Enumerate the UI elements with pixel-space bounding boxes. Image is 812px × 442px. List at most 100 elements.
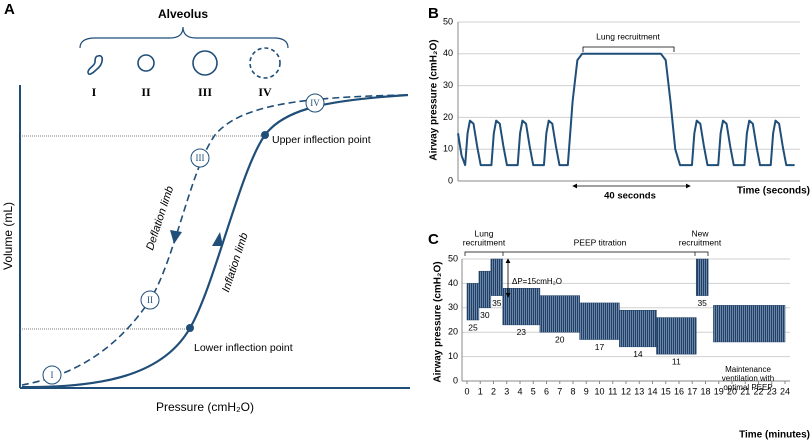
- arrow: [170, 230, 182, 244]
- value-label: 20: [555, 334, 565, 344]
- x-tick-label: 1: [478, 386, 483, 396]
- x-tick-label: 18: [700, 386, 710, 396]
- pressure-block: [478, 270, 492, 309]
- y-tick-label: 10: [448, 351, 458, 361]
- y-tick-label: 0: [448, 175, 453, 185]
- x-tick-label: 12: [621, 386, 631, 396]
- value-label: 11: [672, 356, 681, 366]
- y-axis-label: Airway pressure (cmH₂O): [429, 39, 440, 160]
- stage-marker: [305, 93, 325, 113]
- phase-label: Lung: [475, 228, 494, 238]
- x-tick-label: 4: [517, 386, 522, 396]
- x-tick-label: 24: [780, 386, 790, 396]
- x-tick-label: 16: [674, 386, 684, 396]
- alveolus-shape: [137, 54, 155, 72]
- delta-label: ΔP=15cmH₂O: [512, 277, 562, 286]
- x-axis-label: Time (minutes): [739, 430, 810, 441]
- pressure-line: [457, 52, 795, 167]
- pressure-block: [539, 295, 580, 333]
- alveolus-shape: [192, 50, 218, 76]
- value-label: 35: [697, 298, 707, 308]
- y-tick-label: 0: [453, 375, 458, 385]
- x-tick-label: 13: [634, 386, 644, 396]
- phase-label: PEEP titration: [574, 237, 627, 247]
- stage-marker: [190, 148, 210, 168]
- stage-label: II: [141, 85, 151, 99]
- y-tick-label: 20: [448, 327, 458, 337]
- x-tick-label: 9: [584, 386, 589, 396]
- inflection-dot: [261, 131, 269, 139]
- panel-letter: B: [428, 5, 439, 22]
- stage-label: III: [198, 85, 212, 99]
- annotation: Lung recruitment: [596, 31, 660, 41]
- x-axis-label: Time (seconds): [737, 186, 810, 197]
- x-tick-label: 10: [594, 386, 604, 396]
- pressure-block: [619, 309, 657, 348]
- annotation: Upper inflection point: [272, 134, 371, 146]
- x-tick-label: 2: [491, 386, 496, 396]
- pressure-block: [579, 302, 620, 340]
- y-tick-label: 30: [448, 302, 458, 312]
- arrow: [212, 232, 223, 246]
- x-tick-label: 14: [647, 386, 657, 396]
- x-tick-label: 3: [504, 386, 509, 396]
- pressure-block: [490, 258, 504, 296]
- stage-marker-label: III: [196, 153, 205, 163]
- x-axis-label: Pressure (cmH₂O): [156, 400, 254, 414]
- phase-label: recruitment: [463, 237, 506, 247]
- pressure-block: [695, 258, 709, 296]
- stage-marker: [42, 365, 62, 385]
- x-tick-label: 20: [727, 386, 737, 396]
- x-tick-label: 22: [753, 386, 763, 396]
- bracket: [464, 251, 709, 256]
- value-label: 25: [468, 322, 478, 332]
- x-tick-label: 5: [531, 386, 536, 396]
- note: Maintenance: [725, 365, 771, 374]
- annotation: Deflation limb: [144, 185, 176, 252]
- x-tick-label: 19: [714, 386, 724, 396]
- pressure-block: [713, 305, 786, 343]
- x-tick-label: 23: [767, 386, 777, 396]
- bracket: [582, 46, 675, 52]
- y-tick-label: 40: [443, 48, 453, 58]
- phase-label: New: [691, 228, 709, 238]
- y-tick-label: 50: [448, 253, 458, 263]
- y-tick-label: 20: [443, 112, 453, 122]
- stage-label: IV: [258, 85, 272, 99]
- y-tick-label: 30: [443, 80, 453, 90]
- value-label: 35: [492, 298, 502, 308]
- value-label: 14: [633, 349, 643, 359]
- note: optimal PEEP: [723, 383, 772, 392]
- value-label: 17: [595, 342, 605, 352]
- stage-marker-label: IV: [310, 98, 320, 108]
- y-tick-label: 10: [443, 144, 453, 154]
- x-tick-label: 11: [608, 386, 617, 396]
- stage-marker-label: II: [147, 295, 153, 305]
- stage-label: I: [92, 85, 97, 99]
- x-tick-label: 0: [464, 386, 469, 396]
- brace: [79, 26, 289, 49]
- alveolus-shape: [87, 54, 104, 75]
- phase-label: recruitment: [679, 237, 722, 247]
- x-tick-label: 8: [570, 386, 575, 396]
- alveolus-title: Alveolus: [158, 7, 208, 21]
- y-tick-label: 50: [443, 16, 453, 26]
- x-tick-label: 7: [557, 386, 562, 396]
- x-tick-label: 15: [661, 386, 671, 396]
- annotation: Inflation limb: [220, 231, 250, 293]
- pressure-block: [466, 283, 480, 321]
- x-tick-label: 17: [687, 386, 697, 396]
- annotation: Lower inflection point: [194, 342, 293, 354]
- y-axis-label: Airway pressure (cmH₂O): [433, 261, 444, 382]
- pressure-block: [656, 317, 697, 355]
- y-axis-label: Volume (mL): [1, 202, 15, 270]
- value-label: 30: [480, 310, 490, 320]
- stage-marker-label: I: [51, 370, 54, 380]
- annotation: 40 seconds: [604, 191, 656, 202]
- x-tick-label: 6: [544, 386, 549, 396]
- stage-marker: [140, 290, 160, 310]
- panel-letter: C: [428, 231, 439, 248]
- inflection-dot: [186, 324, 194, 332]
